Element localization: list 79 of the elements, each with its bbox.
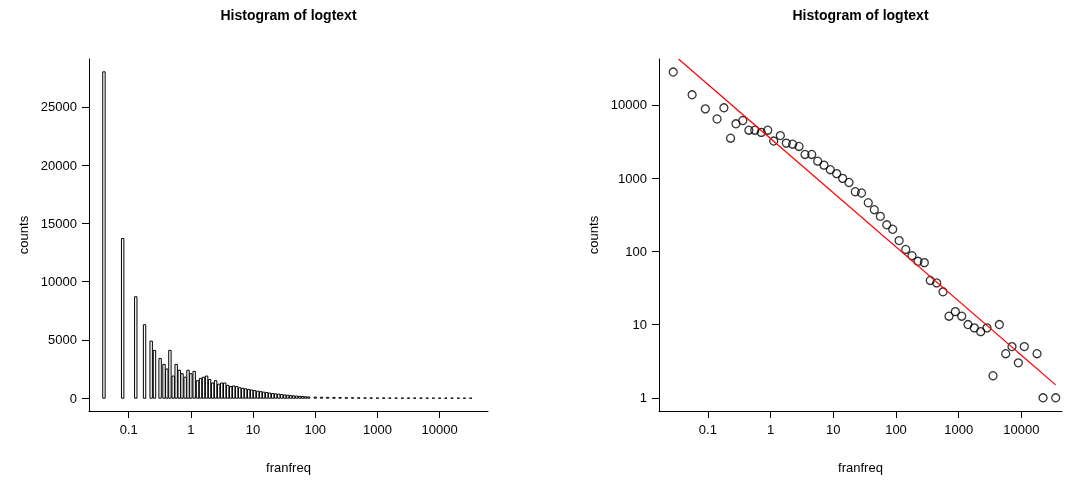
x-tick-label: 1 bbox=[766, 422, 775, 437]
point bbox=[901, 244, 911, 255]
x-tick-label: 1000 bbox=[944, 422, 974, 437]
point bbox=[982, 323, 992, 333]
point bbox=[775, 130, 785, 141]
point bbox=[856, 188, 867, 198]
point bbox=[1019, 341, 1029, 352]
point bbox=[1013, 358, 1023, 368]
point bbox=[844, 177, 854, 188]
chart-title: Histogram of logtext bbox=[220, 7, 357, 23]
x-tick-label: 0.1 bbox=[698, 422, 717, 437]
y-tick-label: 10000 bbox=[40, 274, 77, 290]
point bbox=[850, 187, 860, 197]
point bbox=[813, 156, 823, 166]
point bbox=[831, 168, 842, 179]
point bbox=[838, 173, 848, 184]
point bbox=[869, 205, 879, 215]
x-axis-title: franfreq bbox=[266, 460, 311, 475]
x-tick-label: 0.1 bbox=[119, 422, 138, 437]
chart-title: Histogram of logtext bbox=[792, 7, 929, 23]
y-tick-label: 15000 bbox=[40, 215, 77, 231]
point bbox=[988, 371, 998, 381]
y-axis-title: counts bbox=[15, 215, 31, 255]
x-tick-label: 10000 bbox=[421, 422, 458, 437]
y-tick-label: 20000 bbox=[40, 157, 77, 173]
point bbox=[1001, 349, 1011, 359]
point bbox=[800, 149, 810, 160]
x-tick-label: 10000 bbox=[1003, 422, 1040, 437]
point bbox=[719, 103, 729, 113]
point bbox=[919, 257, 929, 268]
point bbox=[882, 220, 892, 230]
point bbox=[913, 256, 923, 266]
point bbox=[825, 165, 835, 175]
point bbox=[1007, 341, 1017, 352]
point bbox=[794, 141, 804, 152]
point bbox=[925, 275, 935, 286]
point bbox=[744, 125, 754, 135]
point bbox=[875, 211, 885, 221]
point bbox=[807, 149, 817, 160]
y-tick-label: 0 bbox=[69, 390, 77, 406]
point bbox=[957, 311, 967, 321]
x-tick-label: 100 bbox=[885, 422, 907, 437]
point bbox=[888, 224, 898, 234]
point bbox=[725, 133, 736, 143]
point bbox=[963, 319, 973, 330]
y-tick-label: 1000 bbox=[618, 170, 647, 186]
point bbox=[769, 136, 779, 146]
y-tick-label: 100 bbox=[625, 243, 647, 259]
point bbox=[712, 114, 722, 124]
y-tick-label: 10 bbox=[632, 317, 647, 333]
point bbox=[788, 139, 798, 149]
point bbox=[969, 323, 979, 333]
point bbox=[863, 198, 873, 208]
y-tick-label: 5000 bbox=[48, 332, 77, 348]
y-tick-label: 25000 bbox=[40, 99, 77, 115]
point bbox=[938, 287, 948, 297]
point bbox=[950, 306, 960, 317]
point bbox=[756, 127, 766, 138]
point bbox=[907, 251, 917, 261]
x-axis-title: franfreq bbox=[838, 460, 883, 475]
y-tick-label: 1 bbox=[639, 390, 647, 406]
x-tick-label: 1000 bbox=[362, 422, 392, 437]
x-tick-label: 1 bbox=[187, 422, 195, 437]
y-tick-label: 10000 bbox=[610, 97, 647, 113]
point bbox=[738, 115, 748, 126]
point bbox=[781, 138, 791, 148]
point bbox=[932, 278, 942, 288]
x-tick-label: 10 bbox=[245, 422, 261, 437]
y-axis-title: counts bbox=[585, 215, 601, 255]
point bbox=[994, 319, 1004, 330]
x-tick-label: 100 bbox=[304, 422, 327, 437]
point bbox=[750, 125, 760, 135]
point bbox=[894, 235, 904, 246]
point bbox=[819, 160, 829, 170]
point bbox=[731, 119, 741, 129]
point bbox=[763, 125, 773, 135]
x-tick-label: 10 bbox=[826, 422, 841, 437]
point bbox=[944, 311, 954, 321]
point bbox=[976, 326, 986, 337]
